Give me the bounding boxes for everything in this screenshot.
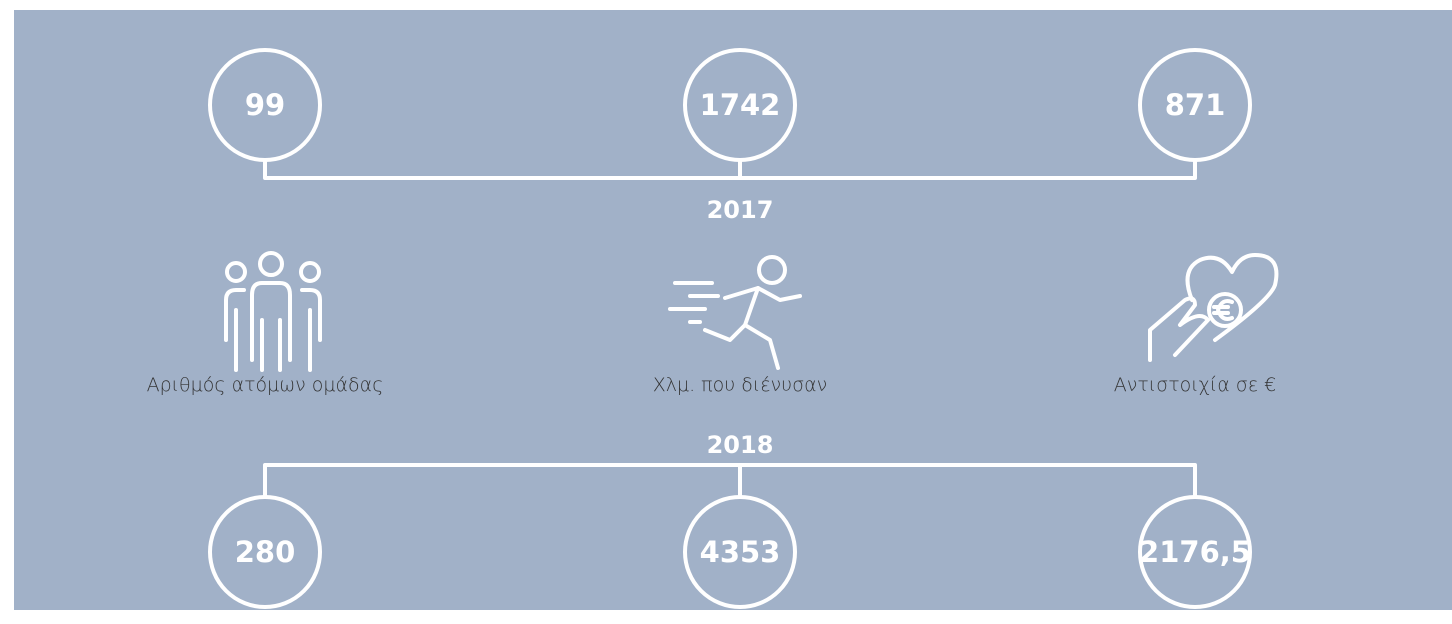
heart-euro-icon [1148, 253, 1279, 362]
value: 1742 [700, 88, 781, 122]
metric-label: Αντιστοιχία σε € [1114, 374, 1276, 396]
circle [208, 495, 322, 609]
value: 871 [1165, 88, 1226, 122]
circle [1138, 495, 1252, 609]
year-label: 2018 [707, 431, 774, 459]
circle [683, 48, 797, 162]
circle [683, 495, 797, 609]
metric-label: Χλμ. που διένυσαν [653, 374, 828, 396]
value: 4353 [700, 535, 781, 569]
connector-2018 [263, 463, 1197, 499]
runner-icon [668, 255, 802, 370]
people-icon [224, 251, 322, 372]
circles-2018: 280 4353 2176,5 [208, 495, 1252, 609]
metric-label: Αριθμός ατόμων ομάδας [147, 374, 384, 396]
value: 280 [235, 535, 296, 569]
value: 2176,5 [1139, 535, 1251, 569]
value: 99 [245, 88, 285, 122]
circle [208, 48, 322, 162]
year-label: 2017 [707, 196, 774, 224]
circle [1138, 48, 1252, 162]
circles-2017: 99 1742 871 [208, 48, 1252, 162]
connector-2017 [263, 158, 1197, 180]
